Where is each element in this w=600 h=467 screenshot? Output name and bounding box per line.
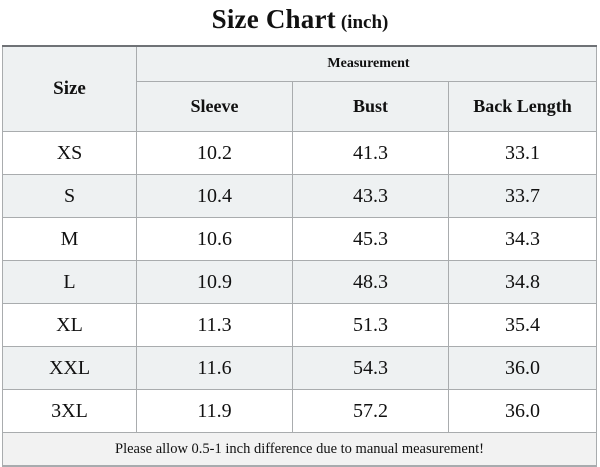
- table-row: S 10.4 43.3 33.7: [2, 174, 598, 218]
- cell-bust: 41.3: [292, 131, 449, 175]
- cell-back-length: 33.7: [447, 174, 598, 218]
- cell-back-length: 36.0: [447, 389, 598, 433]
- measurement-disclaimer: Please allow 0.5-1 inch difference due t…: [1, 432, 598, 467]
- table-row: XXL 11.6 54.3 36.0: [2, 346, 598, 390]
- cell-sleeve: 10.6: [136, 217, 293, 261]
- cell-size: L: [2, 260, 137, 304]
- cell-bust: 48.3: [292, 260, 449, 304]
- cell-sleeve: 10.4: [136, 174, 293, 218]
- cell-bust: 54.3: [292, 346, 449, 390]
- cell-bust: 43.3: [292, 174, 449, 218]
- page-title-unit: (inch): [340, 12, 389, 33]
- table-row: XS 10.2 41.3 33.1: [2, 131, 598, 175]
- cell-bust: 45.3: [292, 217, 449, 261]
- cell-size: S: [2, 174, 137, 218]
- cell-sleeve: 11.6: [136, 346, 293, 390]
- cell-back-length: 36.0: [447, 346, 598, 390]
- cell-size: XL: [2, 303, 137, 347]
- cell-back-length: 34.3: [447, 217, 598, 261]
- cell-sleeve: 10.9: [136, 260, 293, 304]
- cell-bust: 51.3: [292, 303, 449, 347]
- cell-sleeve: 10.2: [136, 131, 293, 175]
- table-row: M 10.6 45.3 34.3: [2, 217, 598, 261]
- cell-size: XXL: [2, 346, 137, 390]
- table-footer-row: Please allow 0.5-1 inch difference due t…: [1, 432, 598, 467]
- size-chart-table: Size Measurement Sleeve Bust Back Length…: [1, 45, 598, 467]
- table-row: XL 11.3 51.3 35.4: [2, 303, 598, 347]
- cell-size: M: [2, 217, 137, 261]
- cell-bust: 57.2: [292, 389, 449, 433]
- cell-sleeve: 11.9: [136, 389, 293, 433]
- cell-back-length: 33.1: [447, 131, 598, 175]
- table-row: 3XL 11.9 57.2 36.0: [2, 389, 598, 433]
- cell-back-length: 35.4: [447, 303, 598, 347]
- page-title: Size Chart (inch): [0, 0, 600, 40]
- cell-size: 3XL: [2, 389, 137, 433]
- cell-size: XS: [2, 131, 137, 175]
- page-title-main: Size Chart: [211, 4, 336, 34]
- column-header-back-length: Back Length: [447, 81, 598, 132]
- column-header-bust: Bust: [292, 81, 449, 132]
- column-header-measurement: Measurement: [135, 45, 598, 82]
- cell-back-length: 34.8: [447, 260, 598, 304]
- table-row: L 10.9 48.3 34.8: [2, 260, 598, 304]
- column-header-sleeve: Sleeve: [136, 81, 293, 132]
- column-header-size: Size: [2, 45, 137, 132]
- table-header-row-group: Size Measurement: [2, 45, 598, 132]
- table-header-row-sub: Sleeve Bust Back Length: [3, 81, 598, 132]
- cell-sleeve: 11.3: [136, 303, 293, 347]
